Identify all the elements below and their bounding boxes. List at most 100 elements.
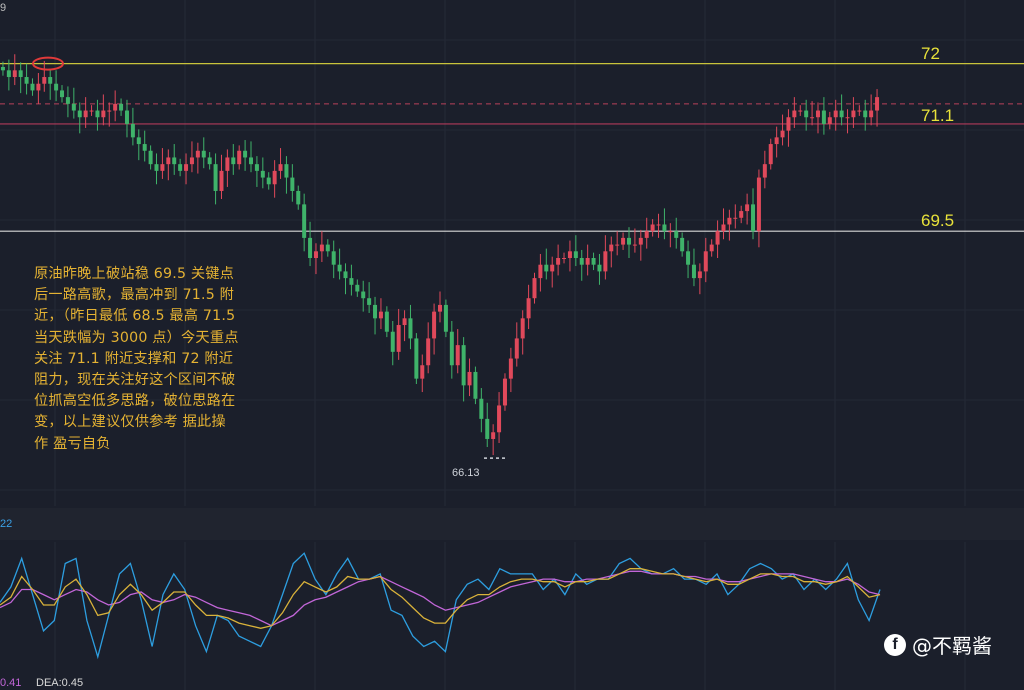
candle-body xyxy=(408,318,413,339)
candle-body xyxy=(709,244,714,252)
candle-body xyxy=(562,258,567,259)
candle-body xyxy=(148,150,153,165)
candle-body xyxy=(479,398,484,419)
candle-body xyxy=(467,371,472,386)
candle-body xyxy=(396,325,401,352)
candle-body xyxy=(550,264,555,272)
candle-body xyxy=(65,97,70,104)
candle-body xyxy=(691,264,696,279)
candle-body xyxy=(313,251,318,258)
candle-body xyxy=(337,264,342,272)
candle-body xyxy=(473,371,478,399)
candle-body xyxy=(113,103,118,111)
top-left-tick: 9 xyxy=(0,2,7,14)
macd-legend-value: 0.41 xyxy=(0,677,22,689)
candle-body xyxy=(526,298,531,319)
candle-body xyxy=(254,164,259,171)
candle-body xyxy=(798,110,803,112)
indicator-divider-panel xyxy=(0,508,1024,540)
candle-body xyxy=(189,157,194,165)
facebook-icon: f xyxy=(884,633,906,656)
candle-body xyxy=(325,244,330,252)
candle-body xyxy=(432,311,437,339)
candle-body xyxy=(810,117,815,119)
candle-body xyxy=(367,298,372,305)
candle-body xyxy=(745,204,750,212)
candle-body xyxy=(520,318,525,339)
candle-body xyxy=(650,224,655,232)
macd-series-dea xyxy=(0,570,881,627)
watermark-text: @不羁酱 xyxy=(912,634,992,658)
candle-body xyxy=(77,110,82,118)
candle-body xyxy=(857,110,862,112)
candle-body xyxy=(384,311,389,332)
candle-body xyxy=(626,237,631,245)
candle-body xyxy=(136,137,141,145)
candle-body xyxy=(780,130,785,138)
candle-body xyxy=(343,271,348,279)
candle-body xyxy=(60,90,65,98)
candle-body xyxy=(95,110,100,118)
candle-body xyxy=(355,284,360,292)
candle-body xyxy=(567,251,572,258)
level-69-5-label: 69.5 xyxy=(921,211,955,231)
candle-body xyxy=(821,110,826,124)
candle-body xyxy=(827,117,832,124)
candle-body xyxy=(201,150,206,158)
candle-body xyxy=(455,345,460,366)
candle-body xyxy=(184,164,189,171)
candle-body xyxy=(597,264,602,272)
candle-body xyxy=(869,110,874,118)
candle-body xyxy=(6,70,11,78)
candle-body xyxy=(792,110,797,118)
candle-body xyxy=(703,251,708,272)
candle-body xyxy=(284,164,289,178)
low-price-label: 66.13 xyxy=(452,467,480,479)
candle-body xyxy=(497,405,502,433)
candle-body xyxy=(12,70,17,78)
candle-body xyxy=(24,77,29,84)
candle-body xyxy=(833,110,838,118)
candle-body xyxy=(402,318,407,326)
candle-body xyxy=(414,338,419,379)
candle-body xyxy=(668,231,673,233)
candle-body xyxy=(733,217,738,219)
candle-body xyxy=(178,164,183,171)
candle-body xyxy=(266,177,271,185)
candle-body xyxy=(449,331,454,366)
candle-body xyxy=(260,170,265,178)
candle-body xyxy=(101,110,106,118)
candle-body xyxy=(508,358,513,379)
candle-body xyxy=(390,331,395,352)
candle-body xyxy=(485,418,490,439)
candle-body xyxy=(349,278,354,285)
candle-body xyxy=(83,110,88,118)
candle-body xyxy=(621,237,626,245)
highlight-circle xyxy=(32,56,64,71)
candle-body xyxy=(243,150,248,158)
candle-body xyxy=(166,157,171,165)
candle-body xyxy=(231,157,236,165)
candle-body xyxy=(36,83,41,91)
candle-body xyxy=(751,204,756,232)
candle-body xyxy=(0,66,5,71)
candle-body xyxy=(319,244,324,252)
candle-body xyxy=(863,110,868,118)
candle-body xyxy=(573,251,578,258)
candle-body xyxy=(308,237,313,258)
candle-body xyxy=(609,244,614,252)
candle-body xyxy=(302,204,307,238)
macd-series-macd xyxy=(0,568,881,629)
candle-body xyxy=(851,110,856,118)
candle-body xyxy=(845,117,850,119)
candle-body xyxy=(762,164,767,178)
candle-body xyxy=(18,70,23,78)
candle-body xyxy=(42,77,47,84)
candle-body xyxy=(361,291,366,299)
watermark: f @不羁酱 xyxy=(884,630,992,659)
candle-body xyxy=(839,110,844,118)
candle-body xyxy=(715,231,720,245)
level-72-label: 72 xyxy=(921,43,940,63)
